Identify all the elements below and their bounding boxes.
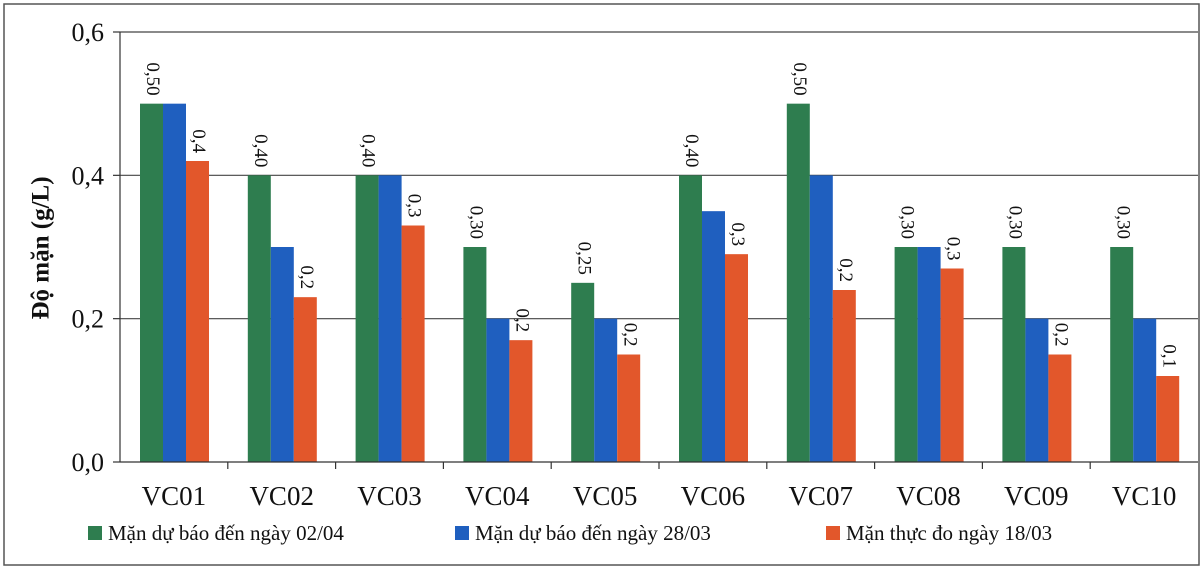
x-category-label: VC08 [896, 481, 961, 511]
legend-swatch-1 [88, 526, 102, 540]
bar-1 [679, 175, 702, 463]
data-label: 0,30 [1112, 206, 1133, 239]
data-label: 0,30 [466, 206, 487, 239]
bar-3 [1048, 354, 1072, 462]
data-label: 0,2 [1051, 323, 1072, 347]
data-label: 0,30 [1005, 206, 1026, 239]
bar-1 [247, 175, 271, 463]
data-label: 0,50 [789, 62, 810, 95]
legend-label: Mặn dự báo đến ngày 02/04 [108, 521, 344, 545]
data-label: 0,1 [1158, 344, 1179, 368]
y-axis-title: Độ mặn (g/L) [28, 176, 55, 319]
x-category-label: VC10 [1112, 481, 1177, 511]
bar-1 [463, 247, 487, 462]
bar-2 [594, 318, 618, 462]
bar-2 [809, 175, 833, 463]
x-category-label: VC06 [681, 481, 746, 511]
bar-3 [293, 297, 317, 462]
x-category-label: VC09 [1004, 481, 1069, 511]
bar-2 [702, 211, 725, 462]
y-tick-label: 0,0 [72, 448, 105, 477]
x-category-label: VC01 [142, 481, 207, 511]
data-label: 0,50 [142, 62, 163, 95]
x-category-label: VC07 [788, 481, 853, 511]
bar-1 [140, 103, 163, 463]
data-label: 0,2 [619, 323, 640, 347]
bar-3 [617, 354, 641, 462]
bar-2 [486, 318, 510, 462]
bar-2 [270, 247, 294, 462]
bar-2 [1133, 318, 1157, 462]
bar-1 [1110, 247, 1134, 462]
bar-2 [917, 247, 941, 462]
x-category-label: VC05 [573, 481, 638, 511]
bar-3 [401, 225, 425, 462]
bar-1 [894, 247, 918, 462]
bar-1 [571, 282, 595, 462]
bar-3 [509, 340, 533, 462]
bar-1 [786, 103, 810, 463]
legend-label: Mặn thực đo ngày 18/03 [846, 521, 1052, 545]
data-label: 0,40 [681, 134, 702, 167]
legend-swatch-2 [455, 526, 469, 540]
data-label: 0,3 [404, 194, 425, 218]
x-category-label: VC03 [357, 481, 422, 511]
bar-3 [1156, 376, 1180, 462]
data-label: 0,40 [250, 134, 271, 167]
bar-3 [832, 290, 856, 462]
data-label: 0,3 [727, 222, 748, 246]
data-label: 0,2 [835, 258, 856, 282]
y-tick-label: 0,2 [72, 305, 105, 334]
x-category-label: VC04 [465, 481, 530, 511]
axes: 0,0 0,2 0,4 0,6 VC01 VC02 VC03 VC04 VC05 VC06 VC07… [72, 18, 1198, 511]
chart-border [3, 3, 1200, 566]
bar-2 [163, 103, 186, 463]
bar-3 [940, 268, 964, 462]
bar-3 [186, 161, 209, 462]
data-label: 0,4 [188, 129, 209, 153]
bar-1 [1002, 247, 1026, 462]
y-tick-label: 0,6 [72, 18, 105, 47]
y-tick-label: 0,4 [72, 161, 105, 190]
data-label: 0,2 [512, 308, 533, 332]
bar-3 [725, 254, 748, 462]
legend: Mặn dự báo đến ngày 02/04 Mặn dự báo đến … [88, 521, 1052, 545]
x-category-label: VC02 [249, 481, 314, 511]
data-label: 0,3 [943, 237, 964, 261]
legend-label: Mặn dự báo đến ngày 28/03 [475, 521, 711, 545]
bar-1 [355, 175, 379, 463]
bars [140, 103, 1180, 463]
data-label: 0,2 [296, 265, 317, 289]
bar-2 [378, 175, 402, 463]
legend-swatch-3 [826, 526, 840, 540]
bar-2 [1025, 318, 1049, 462]
data-label: 0,30 [897, 206, 918, 239]
data-label: 0,25 [573, 242, 594, 275]
data-labels: 0,50 0,4 0,40 0,2 0,40 0,3 0,30 0,2 0,25 0,2 0,40 0… [142, 62, 1179, 368]
data-label: 0,40 [358, 134, 379, 167]
